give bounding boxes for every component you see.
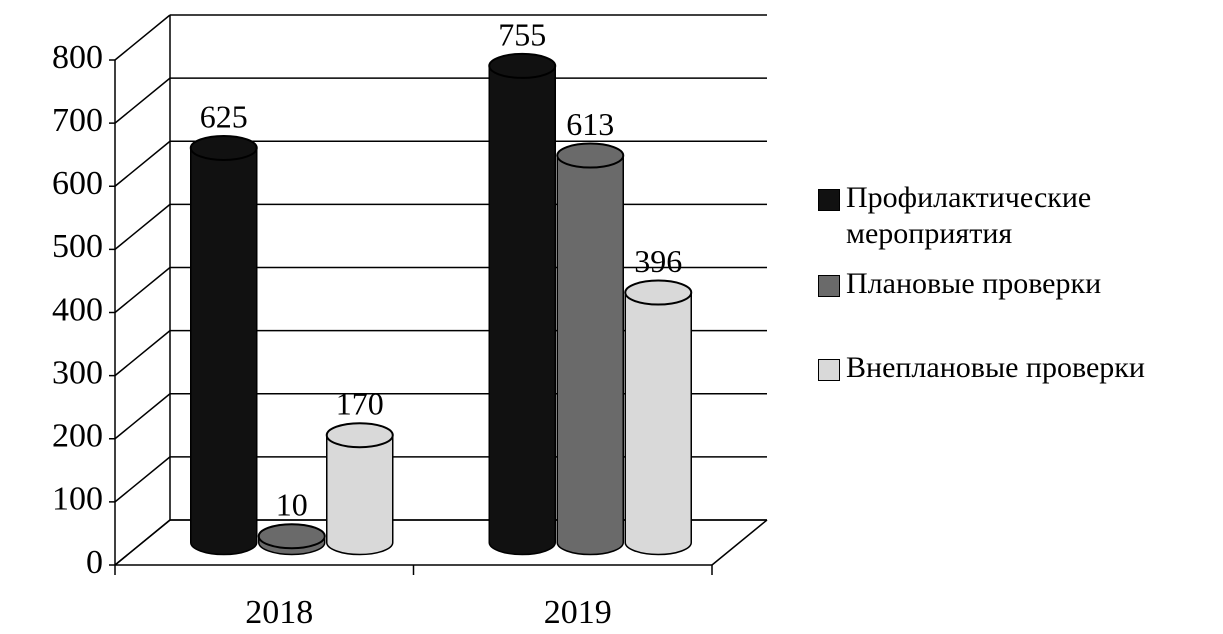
legend-item: Профилактические мероприятия — [818, 180, 1218, 252]
value-label: 625 — [200, 98, 248, 134]
grid-line — [114, 77, 171, 124]
y-tick-label: 700 — [52, 102, 103, 139]
grid-line — [114, 266, 171, 314]
bar-top — [488, 52, 557, 79]
value-label: 613 — [566, 106, 614, 142]
bar — [624, 291, 692, 556]
bar-top — [556, 142, 625, 169]
grid-line — [114, 330, 171, 377]
grid-line — [114, 14, 171, 61]
bar — [556, 154, 624, 556]
legend-item: Плановые проверки — [818, 266, 1218, 302]
bar-top — [257, 523, 326, 550]
x-tick-label: 2019 — [544, 594, 612, 631]
grid-line — [114, 519, 171, 566]
y-tick-label: 0 — [86, 544, 103, 581]
x-tick-label: 2018 — [245, 594, 313, 631]
y-tick-label: 800 — [52, 39, 103, 76]
legend-label: Профилактические мероприятия — [846, 181, 1092, 250]
bar — [488, 65, 556, 556]
y-tick-label: 500 — [52, 228, 103, 265]
value-label: 10 — [276, 487, 308, 523]
bar-top — [189, 134, 258, 161]
y-tick-label: 400 — [52, 291, 103, 328]
bar-top — [325, 422, 394, 449]
value-label: 396 — [634, 243, 682, 279]
y-tick-label: 100 — [52, 481, 103, 518]
legend-swatch — [818, 359, 840, 381]
legend-label: Внеплановые проверки — [846, 351, 1145, 384]
bar-top — [624, 279, 693, 306]
bar — [190, 147, 258, 556]
bar — [326, 434, 394, 556]
legend-label: Плановые проверки — [846, 267, 1102, 300]
value-label: 170 — [336, 386, 384, 422]
grid-line — [114, 203, 171, 250]
grid-line — [114, 140, 171, 187]
legend-item: Внеплановые проверки — [818, 350, 1218, 386]
floor-right — [711, 519, 768, 566]
legend-swatch — [818, 275, 840, 297]
value-label: 755 — [498, 16, 546, 52]
grid-line — [114, 456, 171, 503]
legend: Профилактические мероприятия Плановые про… — [818, 180, 1218, 400]
y-tick-label: 300 — [52, 354, 103, 391]
y-tick-label: 200 — [52, 418, 103, 455]
y-tick-label: 600 — [52, 165, 103, 202]
legend-swatch — [818, 189, 840, 211]
grid-line — [114, 393, 171, 440]
